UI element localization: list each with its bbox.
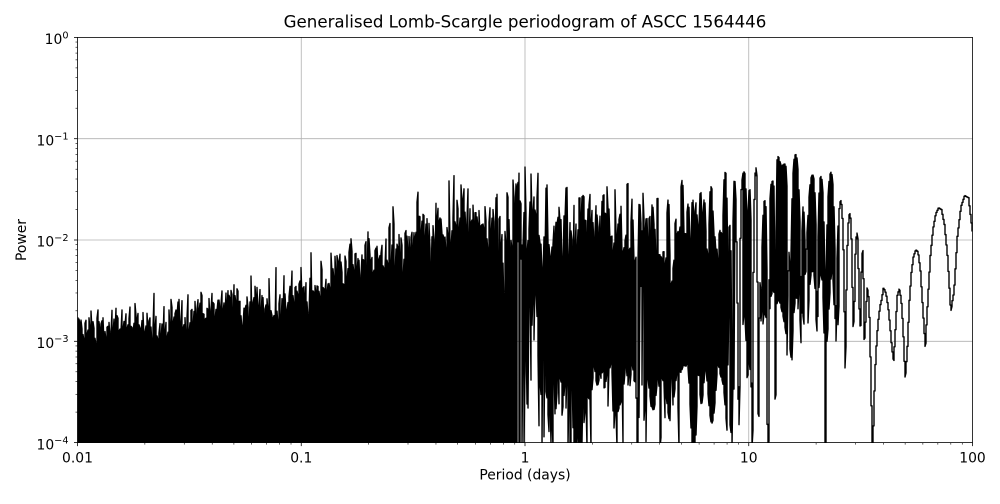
y-tick-label: 10−2 (37, 233, 69, 251)
x-tick-label: 0.01 (62, 450, 93, 466)
y-tick-label: 10−1 (37, 132, 69, 150)
plot-frame (77, 37, 973, 444)
periodogram-curve-layer (77, 153, 973, 443)
x-tick-label: 10 (740, 450, 758, 466)
x-tick-label: 0.1 (290, 450, 312, 466)
y-tick-label: 10−3 (37, 334, 69, 352)
periodogram-curve (77, 153, 973, 443)
y-tick-label: 100 (45, 30, 69, 48)
chart-title: Generalised Lomb-Scargle periodogram of … (284, 13, 767, 32)
tick-labels: 0.01 0.1 1 10 100 100 10−1 10−2 10−3 10−4 (37, 30, 986, 466)
axis-ticks (74, 37, 973, 447)
y-tick-label: 10−4 (37, 436, 69, 454)
x-tick-label: 1 (521, 450, 530, 466)
y-axis-label: Power (14, 219, 30, 261)
x-tick-label: 100 (959, 450, 985, 466)
x-axis-label: Period (days) (479, 467, 570, 483)
